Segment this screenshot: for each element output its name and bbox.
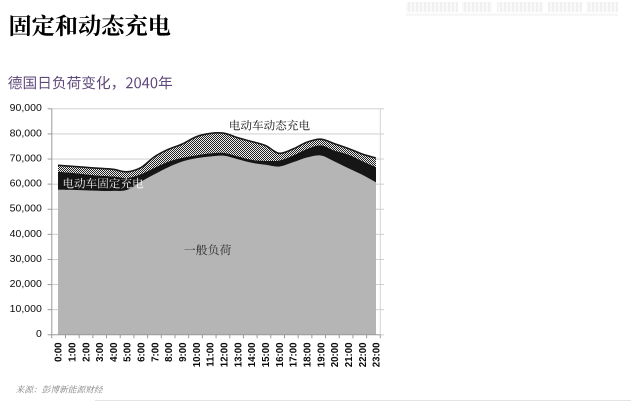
svg-text:2:00: 2:00: [81, 343, 92, 362]
svg-text:6:00: 6:00: [137, 343, 148, 362]
svg-text:19:00: 19:00: [316, 343, 327, 368]
svg-text:8:00: 8:00: [164, 343, 175, 362]
svg-text:0: 0: [36, 328, 42, 340]
svg-text:1:00: 1:00: [67, 343, 78, 362]
svg-text:15:00: 15:00: [261, 343, 272, 368]
svg-text:10,000: 10,000: [10, 303, 42, 315]
svg-text:30,000: 30,000: [10, 253, 42, 265]
svg-text:20:00: 20:00: [330, 343, 341, 368]
svg-text:11:00: 11:00: [206, 343, 217, 367]
svg-text:7:00: 7:00: [150, 343, 161, 362]
svg-text:17:00: 17:00: [289, 343, 300, 368]
svg-text:5:00: 5:00: [123, 343, 134, 362]
svg-text:23:00: 23:00: [372, 343, 383, 368]
svg-text:14:00: 14:00: [247, 343, 258, 368]
svg-text:70,000: 70,000: [10, 152, 42, 164]
svg-text:0:00: 0:00: [54, 343, 65, 362]
svg-text:3:00: 3:00: [95, 343, 106, 362]
svg-text:13:00: 13:00: [233, 343, 244, 368]
svg-text:10:00: 10:00: [192, 343, 203, 368]
svg-text:4:00: 4:00: [109, 343, 120, 362]
svg-text:22:00: 22:00: [358, 343, 369, 368]
svg-text:60,000: 60,000: [10, 178, 42, 190]
svg-text:90,000: 90,000: [10, 102, 42, 114]
svg-text:40,000: 40,000: [10, 228, 42, 240]
svg-text:16:00: 16:00: [275, 343, 286, 368]
svg-text:21:00: 21:00: [344, 343, 355, 368]
svg-text:20,000: 20,000: [10, 278, 42, 290]
svg-text:80,000: 80,000: [10, 127, 42, 139]
svg-text:18:00: 18:00: [302, 343, 313, 368]
svg-text:50,000: 50,000: [10, 203, 42, 215]
svg-text:12:00: 12:00: [220, 343, 231, 368]
svg-text:9:00: 9:00: [178, 343, 189, 362]
